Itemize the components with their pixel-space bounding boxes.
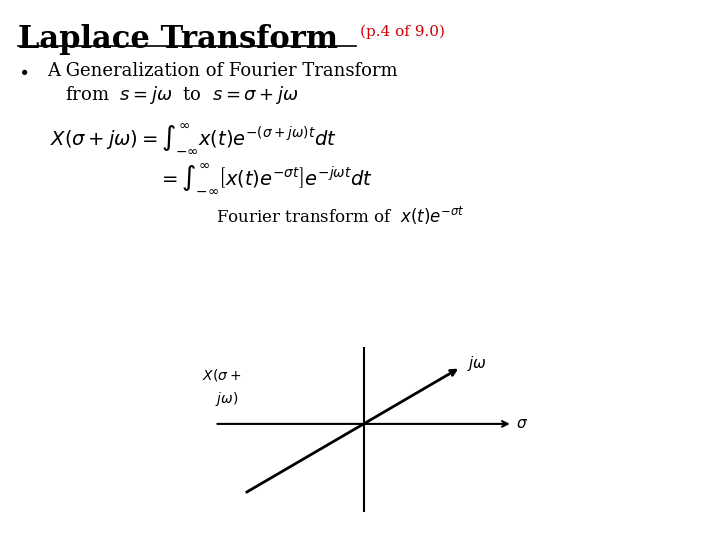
Text: A Generalization of Fourier Transform: A Generalization of Fourier Transform xyxy=(47,62,397,80)
Text: Laplace Transform: Laplace Transform xyxy=(18,24,338,55)
Text: $j\omega)$: $j\omega)$ xyxy=(215,390,238,408)
Text: $= \int_{-\infty}^{\infty}\left[x(t)e^{-\sigma t}\right]e^{-j\omega t}dt$: $= \int_{-\infty}^{\infty}\left[x(t)e^{-… xyxy=(158,162,373,195)
Text: $X(\sigma+$: $X(\sigma+$ xyxy=(202,367,240,383)
Text: $j\omega$: $j\omega$ xyxy=(467,354,487,373)
Text: $\bullet$: $\bullet$ xyxy=(18,62,28,80)
Text: $\sigma$: $\sigma$ xyxy=(516,417,528,431)
Text: from  $s = j\omega$  to  $s = \sigma + j\omega$: from $s = j\omega$ to $s = \sigma + j\om… xyxy=(65,84,298,106)
Text: Fourier transform of  $x(t)e^{-\sigma t}$: Fourier transform of $x(t)e^{-\sigma t}$ xyxy=(216,205,464,227)
Text: (p.4 of 9.0): (p.4 of 9.0) xyxy=(360,24,445,39)
Text: $X(\sigma + j\omega) = \int_{-\infty}^{\infty} x(t)e^{-(\sigma+j\omega)t}dt$: $X(\sigma + j\omega) = \int_{-\infty}^{\… xyxy=(50,122,337,154)
